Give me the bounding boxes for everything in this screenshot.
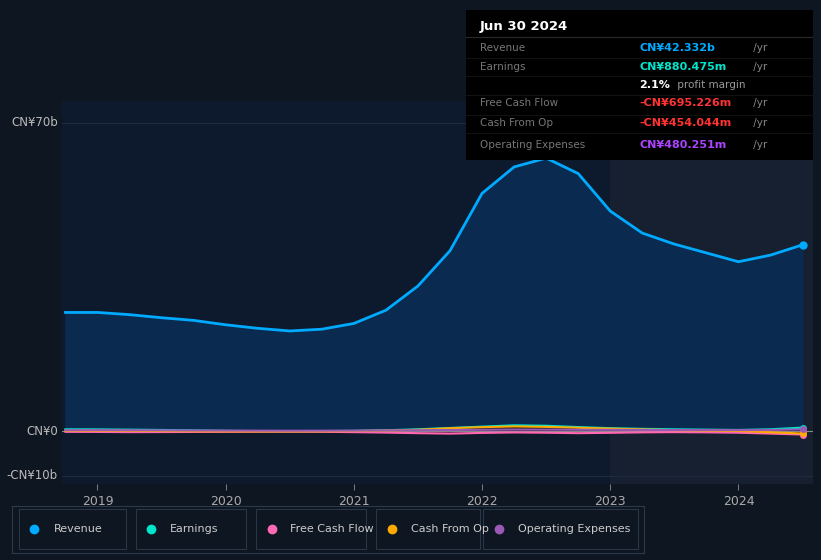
Text: Earnings: Earnings bbox=[171, 525, 219, 534]
Text: Operating Expenses: Operating Expenses bbox=[480, 139, 585, 150]
Text: CN¥42.332b: CN¥42.332b bbox=[640, 43, 715, 53]
Text: Cash From Op: Cash From Op bbox=[480, 118, 553, 128]
Text: /yr: /yr bbox=[750, 62, 768, 72]
FancyBboxPatch shape bbox=[484, 510, 638, 549]
Text: 2.1%: 2.1% bbox=[640, 80, 671, 90]
Text: /yr: /yr bbox=[750, 43, 768, 53]
Text: /yr: /yr bbox=[750, 139, 768, 150]
Text: -CN¥695.226m: -CN¥695.226m bbox=[640, 99, 732, 108]
Text: CN¥70b: CN¥70b bbox=[11, 116, 57, 129]
Text: Cash From Op: Cash From Op bbox=[410, 525, 488, 534]
Text: Earnings: Earnings bbox=[480, 62, 525, 72]
Text: Operating Expenses: Operating Expenses bbox=[518, 525, 631, 534]
FancyBboxPatch shape bbox=[255, 510, 366, 549]
FancyBboxPatch shape bbox=[19, 510, 126, 549]
Text: CN¥480.251m: CN¥480.251m bbox=[640, 139, 727, 150]
Text: CN¥0: CN¥0 bbox=[26, 425, 57, 438]
Text: -CN¥10b: -CN¥10b bbox=[7, 469, 57, 482]
Text: -CN¥454.044m: -CN¥454.044m bbox=[640, 118, 732, 128]
Text: Revenue: Revenue bbox=[480, 43, 525, 53]
Text: profit margin: profit margin bbox=[674, 80, 745, 90]
Text: CN¥880.475m: CN¥880.475m bbox=[640, 62, 727, 72]
Text: Revenue: Revenue bbox=[53, 525, 102, 534]
FancyBboxPatch shape bbox=[376, 510, 480, 549]
Text: Free Cash Flow: Free Cash Flow bbox=[480, 99, 558, 108]
Bar bbox=[610, 101, 821, 484]
FancyBboxPatch shape bbox=[135, 510, 246, 549]
Text: /yr: /yr bbox=[750, 99, 768, 108]
Text: Jun 30 2024: Jun 30 2024 bbox=[480, 20, 568, 33]
Text: /yr: /yr bbox=[750, 118, 768, 128]
Text: Free Cash Flow: Free Cash Flow bbox=[291, 525, 374, 534]
